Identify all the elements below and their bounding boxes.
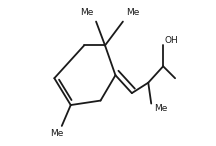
Text: Me: Me [126, 8, 139, 17]
Text: Me: Me [154, 104, 168, 113]
Text: OH: OH [165, 36, 178, 45]
Text: Me: Me [80, 8, 93, 17]
Text: Me: Me [51, 129, 64, 138]
